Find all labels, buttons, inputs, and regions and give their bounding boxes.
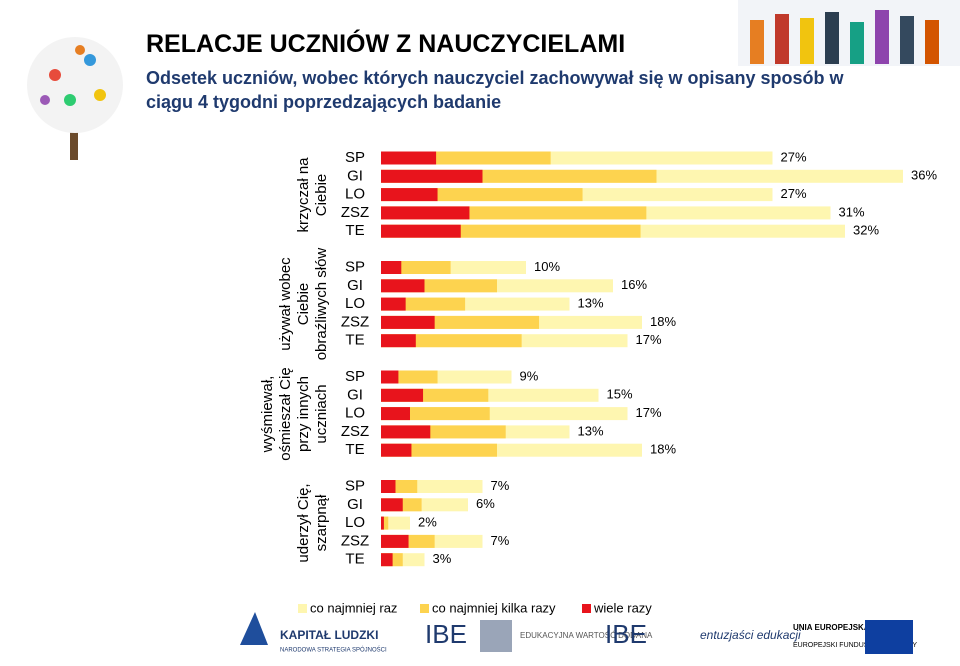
category-label: TE — [345, 332, 364, 349]
bar — [381, 151, 437, 165]
bar — [381, 261, 402, 274]
value-label: 27% — [781, 186, 807, 201]
bar — [381, 553, 393, 567]
category-label: TE — [345, 222, 364, 239]
bar — [381, 443, 412, 457]
legend-label: co najmniej raz — [310, 600, 397, 615]
value-label: 15% — [607, 387, 633, 402]
logo-text: IBE — [605, 619, 647, 649]
bar — [381, 407, 410, 421]
category-label: ZSZ — [341, 423, 369, 440]
logo-text: NARODOWA STRATEGIA SPÓJNOŚCI — [280, 646, 387, 654]
legend-swatch — [298, 604, 307, 613]
logo-text: IBE — [425, 619, 467, 649]
bar — [381, 334, 522, 348]
value-label: 36% — [911, 168, 937, 183]
category-label: LO — [345, 405, 365, 422]
bar — [381, 480, 396, 493]
category-label: LO — [345, 514, 365, 531]
category-label: GI — [347, 277, 363, 294]
category-label: GI — [347, 167, 363, 184]
group-label: używał wobec Ciebie obraźliwych słów — [277, 247, 330, 361]
value-label: 10% — [534, 259, 560, 274]
value-label: 27% — [781, 149, 807, 164]
category-label: TE — [345, 441, 364, 458]
category-label: GI — [347, 386, 363, 403]
chart-subtitle: Odsetek uczniów, wobec których nauczycie… — [146, 68, 844, 112]
value-label: 13% — [578, 423, 604, 438]
bar — [381, 516, 384, 530]
value-label: 31% — [839, 204, 865, 219]
chart-title: RELACJE UCZNIÓW Z NAUCZYCIELAMI — [146, 30, 626, 58]
category-label: SP — [345, 149, 365, 166]
value-label: 7% — [491, 533, 510, 548]
category-label: ZSZ — [341, 532, 369, 549]
logo-text: EUROPEJSKI FUNDUSZ SPOŁECZNY — [793, 642, 917, 649]
bar — [381, 370, 399, 384]
category-label: GI — [347, 496, 363, 513]
value-label: 6% — [476, 496, 495, 511]
group-label: krzyczał na Ciebie — [295, 157, 330, 233]
value-label: 16% — [621, 277, 647, 292]
bar — [381, 425, 431, 439]
category-label: SP — [345, 368, 365, 385]
bar — [381, 534, 409, 548]
tree-illustration — [27, 37, 123, 160]
logo-text: KAPITAŁ LUDZKI — [280, 628, 378, 642]
bar — [381, 279, 425, 293]
group-label: uderzył Cię, szarpnął — [295, 483, 330, 563]
category-label: LO — [345, 295, 365, 312]
bar — [381, 169, 483, 183]
category-label: LO — [345, 186, 365, 203]
legend-label: wiele razy — [593, 600, 652, 615]
people-illustration — [738, 0, 960, 66]
logo-text: entuzjaści edukacji — [700, 628, 801, 642]
bar — [381, 516, 389, 530]
value-label: 7% — [491, 478, 510, 493]
bar — [381, 388, 424, 402]
legend-label: co najmniej kilka razy — [432, 600, 556, 615]
footer-logos: KAPITAŁ LUDZKI NARODOWA STRATEGIA SPÓJNO… — [240, 612, 917, 654]
category-label: ZSZ — [341, 204, 369, 221]
logo-text: UNIA EUROPEJSKA — [793, 623, 870, 632]
category-label: TE — [345, 551, 364, 568]
bar — [381, 206, 470, 220]
value-label: 9% — [520, 368, 539, 383]
value-label: 2% — [418, 515, 437, 530]
bar — [381, 188, 438, 202]
bar — [381, 297, 406, 311]
value-label: 18% — [650, 442, 676, 457]
category-label: ZSZ — [341, 313, 369, 330]
group-label: wyśmiewał, ośmieszał Cię przy innych ucz… — [259, 366, 330, 461]
bar — [381, 224, 461, 238]
bar — [381, 498, 403, 512]
value-label: 13% — [578, 296, 604, 311]
category-label: SP — [345, 477, 365, 494]
legend-swatch — [420, 604, 429, 613]
value-label: 17% — [636, 332, 662, 347]
bar — [381, 334, 416, 348]
category-label: SP — [345, 258, 365, 275]
bar — [381, 315, 435, 329]
value-label: 3% — [433, 551, 452, 566]
legend-swatch — [582, 604, 591, 613]
value-label: 32% — [853, 223, 879, 238]
value-label: 17% — [636, 405, 662, 420]
logo-text: EDUKACYJNA WARTOŚĆ DODANA — [520, 631, 653, 640]
value-label: 18% — [650, 314, 676, 329]
